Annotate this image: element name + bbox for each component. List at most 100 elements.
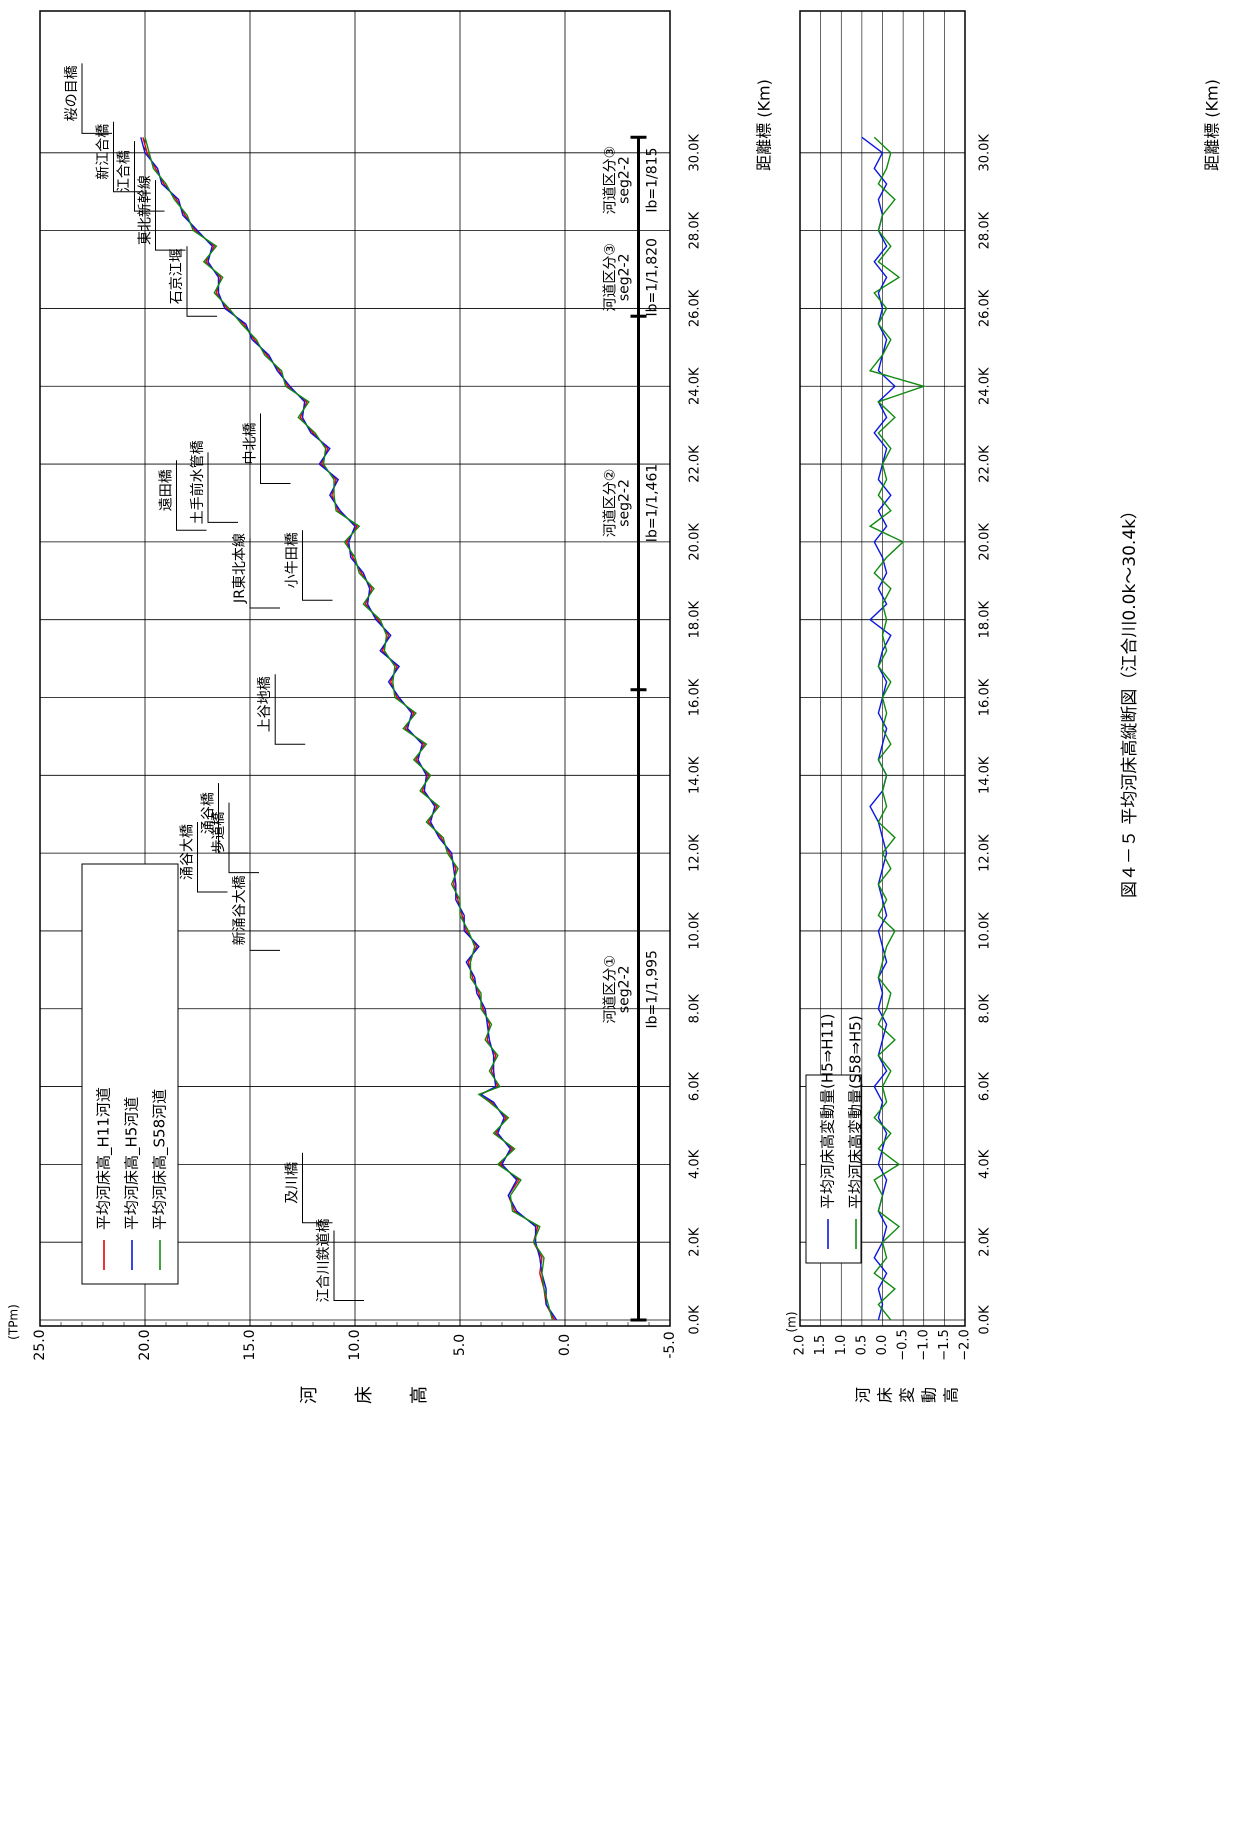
change-y-tick-label: −1.5 [937, 1329, 952, 1361]
bridge-label: 小牛田橋 [285, 532, 301, 588]
main-x-tick-label: 28.0K [688, 211, 703, 249]
bridge-marker [218, 783, 249, 854]
change-legend-label: 平均河床高変動量(H5⇒H11) [819, 1014, 837, 1209]
change-x-tick-label: 10.0K [978, 912, 993, 950]
change-x-tick-label: 4.0K [978, 1149, 993, 1179]
change-y-axis-title-char: 変 [898, 1387, 917, 1403]
main-y-unit: (TPm) [7, 1304, 21, 1340]
bridge-marker [207, 452, 238, 523]
bridge-marker [197, 822, 228, 893]
bridge-marker [274, 674, 306, 745]
change-legend-label: 平均河床高変動量(S58⇒H5) [847, 1015, 865, 1209]
main-x-axis-title: 距離標 (Km) [755, 79, 774, 171]
main-legend-box [81, 863, 179, 1285]
change-y-axis-title-char: 高 [942, 1387, 961, 1403]
main-x-tick-label: 8.0K [688, 994, 703, 1024]
main-y-axis-title-char: 高 [409, 1386, 430, 1404]
main-y-axis-title-char: 河 [299, 1386, 320, 1404]
change-x-tick-label: 28.0K [978, 211, 993, 249]
change-x-tick-label: 16.0K [978, 678, 993, 716]
bridge-label: 新江合橋 [96, 124, 112, 180]
bridge-label: 土手前水管橋 [189, 440, 206, 524]
segment-name: 河道区分② [603, 469, 619, 538]
change-x-tick-label: 20.0K [978, 523, 993, 561]
change-x-axis-title: 距離標 (Km) [1203, 79, 1222, 171]
change-x-tick-label: 12.0K [978, 834, 993, 872]
main-x-tick-label: 30.0K [688, 134, 703, 172]
main-x-tick-label: 26.0K [688, 289, 703, 327]
bridge-label: 東北新幹線 [137, 175, 154, 245]
bridge-label: 石京江堰 [169, 248, 185, 304]
main-series-line-0 [142, 137, 556, 1321]
bridge-marker [134, 141, 165, 212]
main-y-tick-label: 0.0 [557, 1334, 573, 1356]
change-y-tick-label: 1.0 [834, 1335, 849, 1356]
bridge-marker [186, 246, 217, 317]
bridge-marker [249, 538, 280, 609]
bridge-marker [81, 63, 112, 134]
change-y-axis-title-char: 動 [920, 1387, 939, 1403]
change-x-tick-label: 6.0K [978, 1071, 993, 1101]
bridge-label: JR東北本線 [232, 533, 248, 604]
main-x-tick-label: 12.0K [688, 834, 703, 872]
main-x-tick-label: 24.0K [688, 367, 703, 405]
main-legend-label: 平均河床高_S58河道 [151, 1089, 170, 1230]
segment-slope: Ib=1/1,995 [645, 950, 661, 1028]
main-x-tick-label: 20.0K [688, 523, 703, 561]
bridge-label: 歩道橋 [211, 812, 227, 854]
change-y-axis-title-char: 河 [854, 1387, 873, 1403]
segment-seg: seg2-2 [617, 965, 633, 1013]
segment-slope: Ib=1/1,820 [645, 238, 661, 316]
segment-seg: seg2-2 [617, 156, 633, 204]
main-y-tick-label: 15.0 [242, 1329, 258, 1360]
bridge-marker [113, 121, 144, 193]
main-y-axis-title-char: 床 [354, 1386, 375, 1404]
segment-name: 河道区分③ [603, 146, 619, 215]
main-x-tick-label: 22.0K [688, 445, 703, 483]
bridge-label: 遠田橋 [159, 469, 175, 511]
change-y-tick-label: −1.0 [916, 1329, 931, 1361]
main-y-tick-label: 5.0 [452, 1334, 468, 1356]
change-x-tick-label: 26.0K [978, 289, 993, 327]
change-y-tick-label: 0.0 [875, 1335, 890, 1356]
change-x-tick-label: 0.0K [978, 1305, 993, 1335]
main-x-tick-label: 18.0K [688, 600, 703, 638]
main-legend-label: 平均河床高_H11河道 [95, 1087, 114, 1230]
main-y-tick-label: 10.0 [347, 1329, 363, 1360]
bridge-marker [302, 530, 333, 601]
segment-name: 河道区分① [603, 955, 619, 1024]
figure-caption: 図４－５ 平均河床高縦断図（江合川0.0k～30.4k） [1120, 502, 1140, 898]
text-layer: -5.0 0.0 5.0 10.0 15.0 20.0 25.0 0.0K 0.0K 2.0K 2.… [7, 65, 1222, 1404]
main-x-tick-label: 16.0K [688, 678, 703, 716]
main-x-tick-label: 0.0K [688, 1305, 703, 1335]
main-series-line-1 [140, 137, 558, 1321]
segment-seg: seg2-2 [617, 479, 633, 527]
change-series-line-1 [868, 136, 927, 1321]
main-x-tick-label: 4.0K [688, 1149, 703, 1179]
change-y-unit: (m) [785, 1311, 799, 1332]
change-y-tick-label: 0.5 [854, 1335, 869, 1356]
main-y-tick-label: 20.0 [137, 1329, 153, 1360]
change-y-tick-label: −2.0 [958, 1329, 973, 1361]
bridge-marker [155, 180, 186, 251]
bridge-label: 及川橋 [285, 1162, 301, 1204]
segment-slope: Ib=1/1,461 [645, 464, 661, 542]
bridge-label: 江合川鉄道橋 [316, 1219, 332, 1303]
bridge-label: 桜の目橋 [64, 65, 80, 121]
main-x-tick-label: 6.0K [688, 1071, 703, 1101]
bridge-marker [249, 880, 280, 951]
change-x-tick-label: 2.0K [978, 1227, 993, 1257]
change-y-tick-label: 2.0 [793, 1335, 808, 1356]
change-y-tick-label: 1.5 [813, 1335, 828, 1356]
bridge-marker [260, 413, 291, 485]
segment-name: 河道区分③ [603, 243, 619, 312]
change-y-axis-title-char: 床 [876, 1387, 895, 1403]
change-x-tick-label: 14.0K [978, 756, 993, 794]
main-y-tick-label: 25.0 [32, 1329, 48, 1360]
segment-seg: seg2-2 [617, 253, 633, 301]
change-x-tick-label: 22.0K [978, 445, 993, 483]
main-x-tick-label: 2.0K [688, 1227, 703, 1257]
bridge-marker [333, 1230, 364, 1302]
bridge-marker [302, 1152, 333, 1224]
